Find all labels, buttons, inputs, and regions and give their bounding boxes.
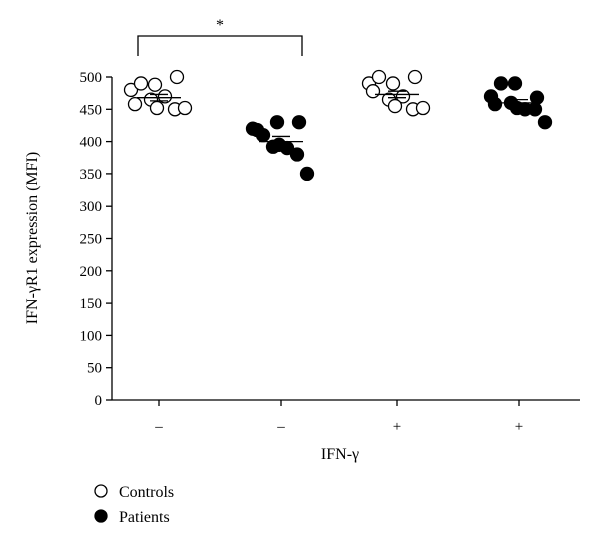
y-axis: 0 50 100 150 200 250 300 350 400 450 500 — [80, 70, 113, 409]
y-tick-label: 500 — [80, 70, 103, 86]
patient-point — [271, 137, 287, 152]
control-point — [147, 77, 163, 92]
legend-label: Controls — [119, 484, 174, 501]
patient-point — [249, 122, 265, 138]
control-point — [395, 89, 411, 104]
x-tick-label: – — [154, 419, 163, 435]
control-point — [415, 100, 431, 116]
mean-sem-markers — [137, 90, 541, 148]
patient-point — [291, 115, 307, 130]
y-tick-label: 350 — [80, 167, 103, 183]
significance-star: * — [216, 17, 224, 34]
control-point — [169, 69, 185, 85]
y-axis-label: IFN-γR1 expression (MFI) — [24, 152, 41, 324]
data-points — [123, 69, 553, 182]
patient-point — [289, 147, 305, 162]
control-point — [157, 89, 173, 104]
x-tick-label: + — [515, 419, 523, 435]
control-point — [127, 96, 143, 112]
x-axis: – – + + — [112, 399, 580, 435]
x-tick-label: + — [393, 419, 401, 435]
y-tick-label: 0 — [95, 393, 103, 409]
significance-bracket: * — [137, 17, 303, 56]
control-point — [365, 84, 381, 99]
patient-point — [269, 115, 285, 130]
legend: Controls Patients — [94, 484, 174, 526]
legend-open-circle-icon — [94, 484, 108, 498]
control-point — [177, 100, 193, 116]
y-tick-label: 400 — [80, 135, 103, 151]
x-axis-label: IFN-γ — [321, 446, 359, 463]
patient-point — [299, 166, 315, 182]
control-point — [407, 69, 423, 85]
patient-point — [527, 102, 543, 117]
patient-point — [537, 115, 553, 130]
patient-point — [493, 76, 509, 91]
x-tick-label: – — [276, 419, 285, 435]
y-tick-label: 300 — [80, 199, 103, 215]
patient-point — [487, 96, 503, 112]
legend-filled-circle-icon — [94, 509, 108, 523]
patient-point — [509, 100, 525, 116]
control-point — [385, 76, 401, 91]
control-point — [133, 76, 149, 91]
y-tick-label: 250 — [80, 232, 103, 248]
y-tick-label: 100 — [80, 328, 103, 344]
control-point — [123, 82, 139, 98]
y-tick-label: 200 — [80, 264, 103, 280]
control-point — [387, 98, 403, 114]
legend-label: Patients — [119, 509, 170, 526]
control-point — [371, 69, 387, 85]
y-tick-label: 450 — [80, 102, 103, 118]
y-tick-label: 50 — [87, 361, 102, 377]
significance-bracket-line — [137, 35, 303, 56]
control-point — [149, 100, 165, 116]
patient-point — [507, 76, 523, 91]
y-tick-label: 150 — [80, 296, 103, 312]
